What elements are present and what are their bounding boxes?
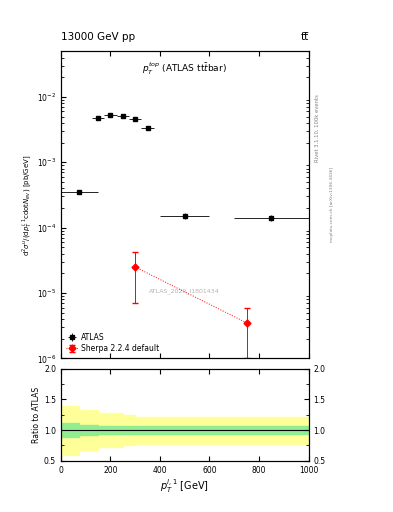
- X-axis label: $p_T^{l,1}$ [GeV]: $p_T^{l,1}$ [GeV]: [160, 477, 209, 495]
- Y-axis label: Ratio to ATLAS: Ratio to ATLAS: [32, 387, 41, 443]
- Text: mcplots.cern.ch [arXiv:1306.3436]: mcplots.cern.ch [arXiv:1306.3436]: [330, 167, 334, 242]
- Text: Rivet 3.1.10, 100k events: Rivet 3.1.10, 100k events: [314, 94, 320, 162]
- Text: ATLAS_2020_I1801434: ATLAS_2020_I1801434: [149, 288, 220, 294]
- Text: $p_T^{top}$ (ATLAS tt$\bar{t}$bar): $p_T^{top}$ (ATLAS tt$\bar{t}$bar): [142, 60, 227, 77]
- Y-axis label: d$^2\sigma^u$/(d$p_T^{l,1}$cdot$N_{ev}$) [pb/GeV]: d$^2\sigma^u$/(d$p_T^{l,1}$cdot$N_{ev}$)…: [20, 154, 34, 255]
- Text: tt̅: tt̅: [300, 32, 309, 42]
- Text: 13000 GeV pp: 13000 GeV pp: [61, 32, 135, 42]
- Legend: ATLAS, Sherpa 2.2.4 default: ATLAS, Sherpa 2.2.4 default: [65, 331, 161, 355]
